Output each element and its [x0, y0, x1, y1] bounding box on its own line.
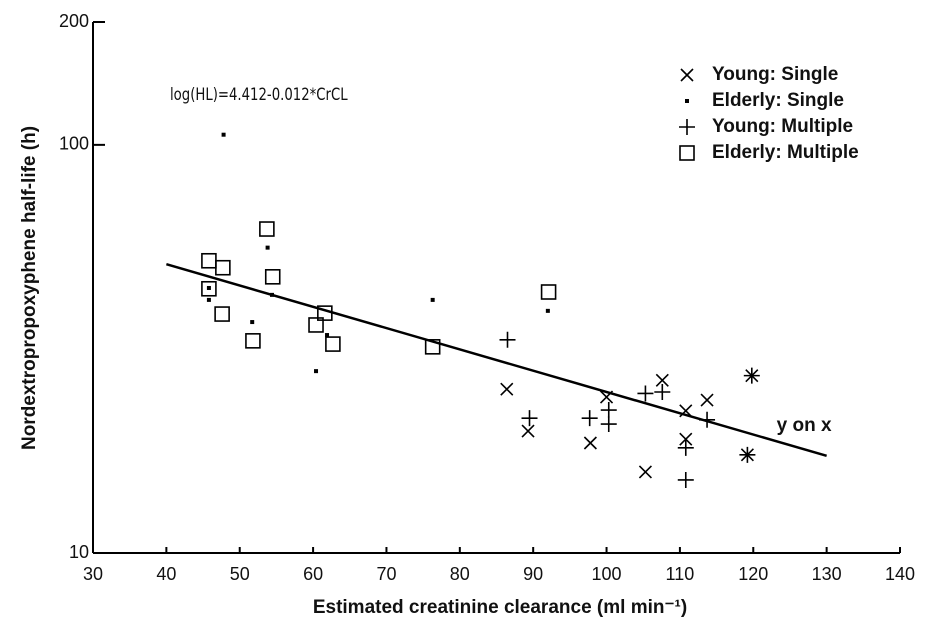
point — [700, 393, 714, 407]
x-tick-label: 70 — [376, 564, 396, 584]
x-tick-label: 100 — [592, 564, 622, 584]
x-tick-label: 60 — [303, 564, 323, 584]
y-axis-label: Nordextropropoxyphene half-life (h) — [19, 126, 40, 450]
point — [206, 285, 211, 290]
legend-label: Young: Multiple — [712, 116, 853, 137]
x-tick-label: 130 — [812, 564, 842, 584]
x-tick-label: 140 — [885, 564, 915, 584]
point — [206, 297, 211, 302]
point — [521, 410, 538, 427]
point — [540, 284, 557, 300]
point — [638, 465, 652, 479]
legend-label: Elderly: Single — [712, 90, 844, 111]
point — [600, 402, 617, 419]
legend-marker — [685, 99, 689, 103]
x-tick-label: 110 — [666, 564, 695, 584]
point — [499, 331, 516, 348]
point — [600, 416, 617, 433]
point — [679, 432, 693, 446]
point — [424, 339, 441, 355]
point — [325, 336, 341, 352]
y-tick-label: 200 — [59, 11, 89, 31]
x-tick-label: 40 — [156, 564, 176, 584]
point — [739, 446, 756, 463]
x-tick-label: 120 — [738, 564, 768, 584]
point — [259, 221, 275, 237]
legend-label: Elderly: Multiple — [712, 142, 859, 163]
point — [215, 259, 231, 276]
point — [201, 280, 217, 297]
point — [581, 410, 598, 427]
x-tick-label: 90 — [523, 564, 543, 584]
x-tick-label: 30 — [83, 564, 103, 584]
point — [545, 308, 550, 313]
point — [308, 317, 324, 333]
point — [245, 333, 261, 349]
point — [743, 367, 760, 384]
y-tick-label: 10 — [69, 542, 89, 562]
point — [214, 306, 230, 322]
point — [264, 269, 281, 285]
point — [655, 373, 669, 387]
x-tick-label: 50 — [230, 564, 250, 584]
y-tick-label: 100 — [59, 134, 89, 154]
point — [201, 252, 217, 269]
legend-marker — [679, 119, 695, 135]
point — [521, 424, 535, 438]
line-label: y on x — [777, 415, 832, 436]
annotation: log(HL)=4.412-0.012*CrCL — [170, 84, 348, 104]
legend-label: Young: Single — [712, 64, 838, 85]
point — [325, 333, 330, 338]
point — [430, 297, 435, 302]
point — [314, 369, 319, 374]
point — [583, 436, 597, 450]
point — [654, 384, 671, 401]
x-tick-label: 80 — [450, 564, 470, 584]
legend-marker — [680, 68, 694, 82]
point — [677, 439, 694, 456]
point — [265, 245, 270, 250]
point — [677, 471, 694, 488]
regression-line — [166, 263, 827, 458]
point — [637, 385, 654, 402]
point — [221, 132, 226, 137]
point — [250, 320, 255, 325]
x-axis-label: Estimated creatinine clearance (ml min⁻¹… — [313, 597, 687, 618]
point — [500, 382, 514, 396]
legend-marker — [679, 145, 695, 161]
